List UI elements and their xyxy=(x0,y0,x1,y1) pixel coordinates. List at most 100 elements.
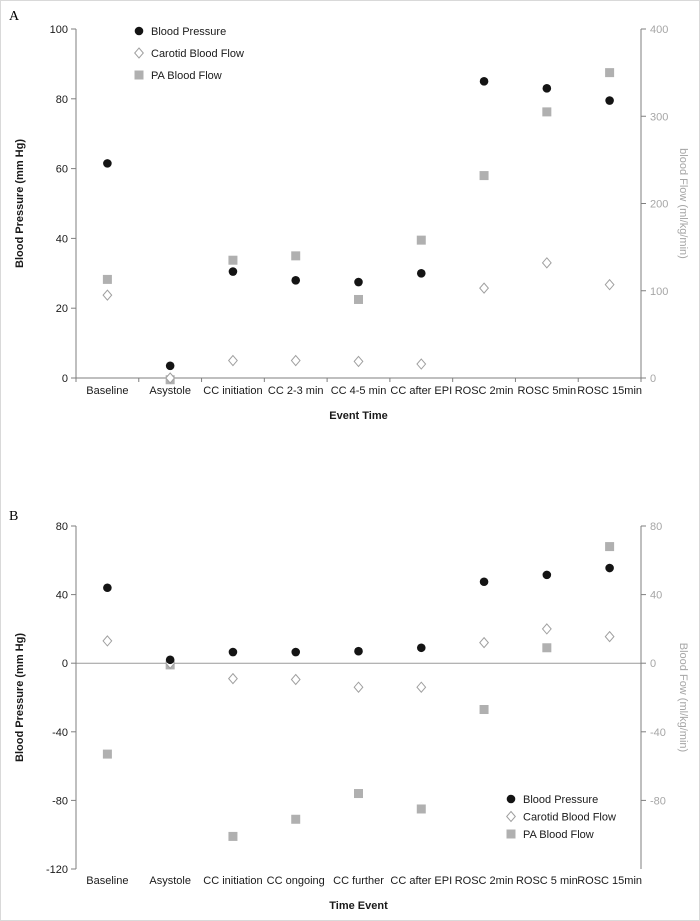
y-tick-label-right: -40 xyxy=(650,727,666,739)
y-tick-label-right: 300 xyxy=(650,111,668,123)
y-tick-label-right: 80 xyxy=(650,521,662,533)
y-axis-title-right: blood Flow (ml/kg/min) xyxy=(677,148,689,259)
point-marker-pa-blood-flow xyxy=(605,542,615,552)
category-label: Baseline xyxy=(86,385,128,397)
point-marker-carotid-blood-flow xyxy=(604,278,615,291)
legend-marker-pa-blood-flow xyxy=(134,70,144,80)
point-marker-pa-blood-flow xyxy=(416,804,426,814)
legend-marker-carotid-blood-flow xyxy=(134,47,144,59)
point-marker-pa-blood-flow xyxy=(291,251,301,261)
point-marker-pa-blood-flow xyxy=(102,749,112,759)
point-marker-blood-pressure xyxy=(416,269,426,278)
point-marker-carotid-blood-flow xyxy=(102,289,113,301)
x-axis-title: Event Time xyxy=(329,410,388,422)
category-label: ROSC 15min xyxy=(577,875,642,887)
y-tick-label-left: 80 xyxy=(56,521,68,533)
legend-marker-blood-pressure xyxy=(134,26,144,36)
y-tick-label-right: 200 xyxy=(650,199,668,211)
point-marker-pa-blood-flow xyxy=(479,705,489,715)
point-marker-pa-blood-flow xyxy=(228,831,238,841)
point-marker-blood-pressure xyxy=(103,583,112,593)
point-marker-carotid-blood-flow xyxy=(290,673,301,686)
y-tick-label-left: 40 xyxy=(56,233,68,245)
category-label: Baseline xyxy=(86,875,128,887)
point-marker-blood-pressure xyxy=(605,96,614,105)
point-marker-blood-pressure xyxy=(165,655,175,665)
point-marker-blood-pressure xyxy=(291,275,301,285)
point-marker-pa-blood-flow xyxy=(479,171,489,181)
y-tick-label-left: 40 xyxy=(56,590,68,602)
point-marker-pa-blood-flow xyxy=(542,107,552,117)
legend-label-pa-blood-flow: PA Blood Flow xyxy=(151,70,222,82)
point-marker-carotid-blood-flow xyxy=(416,358,427,370)
category-label: ROSC 5 min xyxy=(516,875,578,887)
y-tick-label-right: 400 xyxy=(650,24,668,36)
category-label: CC 4-5 min xyxy=(331,385,387,397)
category-label: CC after EPI xyxy=(390,385,452,397)
point-marker-carotid-blood-flow xyxy=(290,354,301,367)
point-marker-blood-pressure xyxy=(291,647,301,657)
point-marker-carotid-blood-flow xyxy=(227,354,238,367)
point-marker-blood-pressure xyxy=(605,563,614,573)
point-marker-carotid-blood-flow xyxy=(227,672,238,685)
point-marker-blood-pressure xyxy=(103,159,112,168)
legend-label-blood-pressure: Blood Pressure xyxy=(151,26,226,38)
x-axis-title: Time Event xyxy=(329,900,388,912)
point-marker-carotid-blood-flow xyxy=(541,623,552,635)
point-marker-pa-blood-flow xyxy=(416,235,426,245)
point-marker-pa-blood-flow xyxy=(354,789,363,799)
panel-a-chart: 0 20 40 60 80 100 0 100 200 300 400 Baseline Asystol… xyxy=(14,24,689,422)
point-marker-blood-pressure xyxy=(228,647,238,657)
point-marker-blood-pressure xyxy=(479,577,489,587)
panel-b-label: B xyxy=(9,509,19,524)
category-label: CC ongoing xyxy=(267,875,325,887)
y-tick-label-right: 0 xyxy=(650,373,656,385)
category-label: CC 2-3 min xyxy=(268,385,324,397)
point-marker-carotid-blood-flow xyxy=(416,681,427,693)
point-marker-carotid-blood-flow xyxy=(102,635,113,647)
point-marker-blood-pressure xyxy=(354,277,363,287)
point-marker-pa-blood-flow xyxy=(605,68,615,78)
legend-label-pa-blood-flow: PA Blood Flow xyxy=(523,829,594,841)
point-marker-blood-pressure xyxy=(165,361,175,371)
y-axis-title-right: Blood Fow (ml/kg/min) xyxy=(677,643,689,752)
point-marker-carotid-blood-flow xyxy=(353,681,364,693)
point-marker-blood-pressure xyxy=(479,77,489,86)
point-marker-carotid-blood-flow xyxy=(541,257,552,269)
panel-b-chart: -120 -80 -40 0 40 80 -80 -40 0 40 80 Baseline Asysto… xyxy=(14,521,689,912)
point-marker-carotid-blood-flow xyxy=(479,636,490,649)
y-tick-label-left: 0 xyxy=(62,658,68,670)
point-marker-carotid-blood-flow xyxy=(479,282,490,294)
category-label: CC after EPI xyxy=(390,875,452,887)
y-axis-title-left: Blood Pressure (mm Hg) xyxy=(14,139,26,268)
legend-label-blood-pressure: Blood Pressure xyxy=(523,794,598,806)
point-marker-carotid-blood-flow xyxy=(165,372,176,384)
point-marker-pa-blood-flow xyxy=(354,294,363,304)
category-label: ROSC 2min xyxy=(455,385,514,397)
y-tick-label-left: -80 xyxy=(52,795,68,807)
y-axis-title-left: Blood Pressure (mm Hg) xyxy=(14,633,26,762)
legend-label-carotid-blood-flow: Carotid Blood Flow xyxy=(151,48,244,60)
category-label: CC initiation xyxy=(203,385,262,397)
y-tick-label-right: 100 xyxy=(650,286,668,298)
y-tick-label-left: 0 xyxy=(62,373,68,385)
legend-marker-carotid-blood-flow xyxy=(506,810,516,823)
point-marker-blood-pressure xyxy=(542,570,552,580)
point-marker-blood-pressure xyxy=(354,646,363,656)
category-label: Asystole xyxy=(149,385,191,397)
y-tick-label-left: 80 xyxy=(56,94,68,106)
y-tick-label-left: -40 xyxy=(52,727,68,739)
y-tick-label-right: 40 xyxy=(650,590,662,602)
y-tick-label-left: 100 xyxy=(50,24,68,36)
y-tick-label-left: 20 xyxy=(56,303,68,315)
y-tick-label-left: 60 xyxy=(56,164,68,176)
category-label: Asystole xyxy=(149,875,191,887)
category-label: CC initiation xyxy=(203,875,262,887)
y-tick-label-left: -120 xyxy=(46,864,68,876)
legend-marker-blood-pressure xyxy=(506,794,516,804)
y-tick-label-right: -80 xyxy=(650,795,666,807)
point-marker-blood-pressure xyxy=(542,84,552,93)
point-marker-carotid-blood-flow xyxy=(604,630,615,643)
category-label: ROSC 2min xyxy=(455,875,514,887)
